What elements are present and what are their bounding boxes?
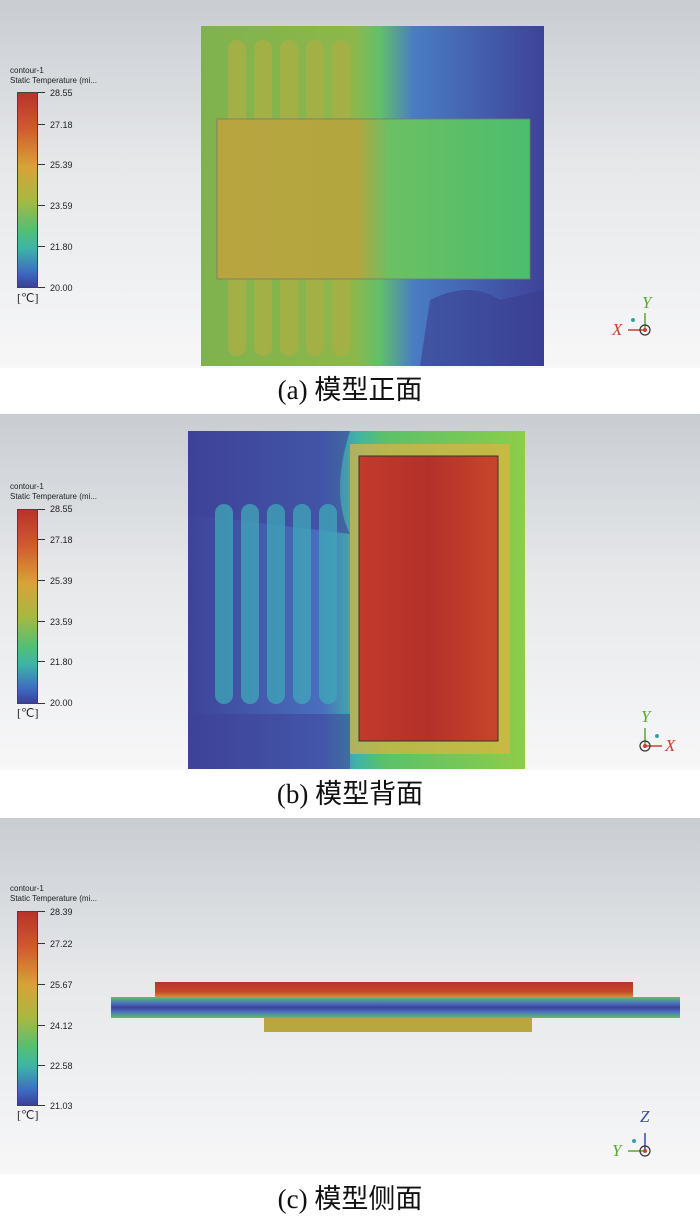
- legend-tick: [38, 164, 45, 165]
- legend-tick: [38, 621, 45, 622]
- legend-tick-label: 24.12: [50, 1021, 73, 1031]
- legend-unit: [℃]: [17, 706, 39, 720]
- triad-icon: [628, 1133, 651, 1157]
- axis-label-x: X: [665, 736, 676, 755]
- legend-tick-label: 27.18: [50, 535, 73, 545]
- legend-tick: [38, 539, 45, 540]
- legend-tick: [38, 124, 45, 125]
- legend-tick-label: 20.00: [50, 698, 73, 708]
- legend-tick-label: 21.80: [50, 242, 73, 252]
- legend-unit: [℃]: [17, 1108, 39, 1122]
- legend-tick-label: 25.39: [50, 160, 73, 170]
- legend-title: contour-1: [10, 482, 44, 491]
- panel-back: contour-1 Static Temperature (mi... 28.5…: [0, 414, 700, 770]
- contour-plot-side: [111, 982, 680, 1032]
- legend-unit: [℃]: [17, 291, 39, 305]
- legend-tick: [38, 661, 45, 662]
- axis-label-z: Z: [640, 1107, 650, 1126]
- legend-tick: [38, 943, 45, 944]
- legend-colorbar: [17, 92, 38, 288]
- legend-tick-label: 28.55: [50, 504, 73, 514]
- legend-tick: [38, 1105, 45, 1106]
- triad-icon: [639, 728, 662, 752]
- legend-tick: [38, 911, 45, 912]
- caption-back: (b) 模型背面: [0, 770, 700, 818]
- legend-tick: [38, 287, 45, 288]
- panel-side: contour-1 Static Temperature (mi... 28.3…: [0, 818, 700, 1174]
- legend-tick: [38, 1065, 45, 1066]
- legend-tick: [38, 509, 45, 510]
- legend-tick: [38, 984, 45, 985]
- axis-label-y: Y: [642, 293, 652, 312]
- legend-tick-label: 20.00: [50, 283, 73, 293]
- contour-plot-back: [188, 431, 525, 769]
- contour-plot-front: [201, 26, 544, 366]
- legend-tick-label: 25.39: [50, 576, 73, 586]
- legend-tick-label: 28.39: [50, 907, 73, 917]
- panel-front: contour-1 Static Temperature (mi... 28.5…: [0, 0, 700, 368]
- legend-subtitle: Static Temperature (mi...: [10, 76, 97, 85]
- axis-label-y: Y: [641, 707, 651, 726]
- axis-label-x: X: [612, 320, 623, 339]
- legend-colorbar: [17, 509, 38, 704]
- legend-tick: [38, 703, 45, 704]
- legend-tick: [38, 580, 45, 581]
- legend-subtitle: Static Temperature (mi...: [10, 492, 97, 501]
- legend-tick: [38, 246, 45, 247]
- legend-tick: [38, 92, 45, 93]
- legend-tick-label: 27.18: [50, 120, 73, 130]
- legend-title: contour-1: [10, 884, 44, 893]
- legend-tick-label: 23.59: [50, 617, 73, 627]
- legend-colorbar: [17, 911, 38, 1106]
- legend-tick-label: 23.59: [50, 201, 73, 211]
- legend-tick-label: 25.67: [50, 980, 73, 990]
- legend-tick-label: 21.80: [50, 657, 73, 667]
- triad-icon: [628, 313, 651, 336]
- legend-subtitle: Static Temperature (mi...: [10, 894, 97, 903]
- legend-tick-label: 21.03: [50, 1101, 73, 1111]
- caption-front: (a) 模型正面: [0, 368, 700, 414]
- legend-tick-label: 28.55: [50, 88, 73, 98]
- legend-tick: [38, 205, 45, 206]
- axis-label-y: Y: [612, 1141, 622, 1160]
- legend-tick-label: 27.22: [50, 939, 73, 949]
- legend-tick: [38, 1025, 45, 1026]
- caption-side: (c) 模型侧面: [0, 1174, 700, 1224]
- legend-tick-label: 22.58: [50, 1061, 73, 1071]
- legend-title: contour-1: [10, 66, 44, 75]
